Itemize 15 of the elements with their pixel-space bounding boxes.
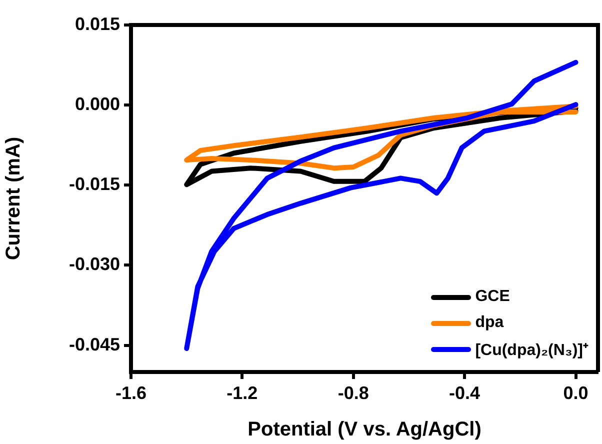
x-tick-label: 0.0 — [563, 382, 588, 403]
y-tick-label: -0.030 — [68, 254, 120, 274]
y-tick-label: -0.015 — [68, 174, 120, 194]
legend-label: dpa — [475, 314, 504, 332]
x-tick-label: -1.6 — [115, 382, 147, 403]
y-tick-label: -0.045 — [68, 334, 120, 354]
x-tick-label: -0.8 — [338, 382, 369, 403]
x-tick-label: -1.2 — [226, 382, 258, 403]
y-tick-label: 0.000 — [74, 94, 120, 114]
y-axis-title: Current (mA) — [2, 136, 25, 260]
legend-label: [Cu(dpa)₂(N₃)]⁺ — [475, 341, 588, 360]
x-axis-title: Potential (V vs. Ag/AgCl) — [248, 418, 482, 441]
x-tick-label: -0.4 — [449, 382, 480, 403]
y-tick-label: 0.015 — [74, 14, 120, 34]
legend-label: GCE — [475, 288, 510, 306]
